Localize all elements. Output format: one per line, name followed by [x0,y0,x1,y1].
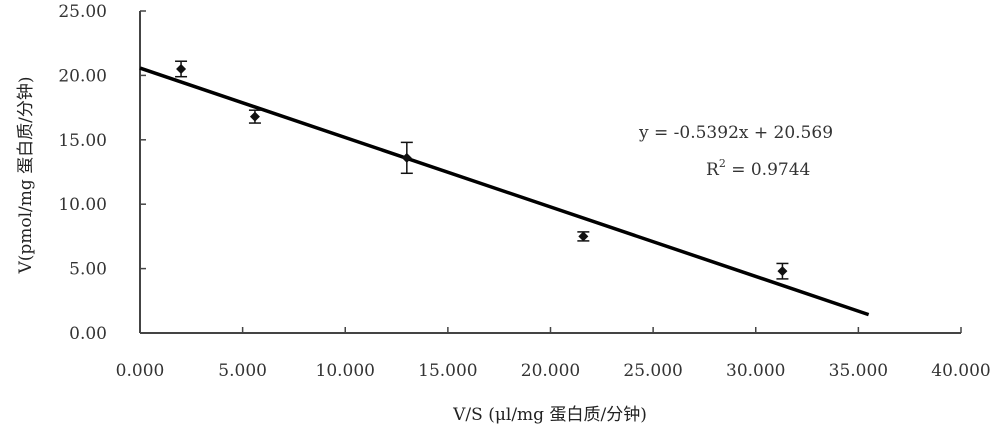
y-tick-label: 25.00 [58,2,107,22]
r-squared-sup: 2 [719,157,726,170]
trendline-equation: y = -0.5392x + 20.569 [638,123,833,143]
x-tick-label: 0.000 [116,361,165,381]
y-tick-label: 20.00 [58,66,107,86]
x-tick-label: 30.000 [726,361,785,381]
y-axis-label: V(pmol/mg 蛋白质/分钟) [16,76,36,274]
x-tick-label: 25.000 [623,361,682,381]
data-point [176,63,187,74]
plot-area: 0.000 5.000 10.000 15.000 20.000 25.000 30.000… [58,2,990,381]
trendline [139,66,870,317]
r-squared-r: R [706,160,720,180]
x-tick-label: 15.000 [418,361,477,381]
data-point [249,111,260,122]
x-tick-label: 5.000 [218,361,267,381]
y-tick-label: 10.00 [58,195,107,215]
x-tick-label: 10.000 [316,361,375,381]
y-tick-label: 5.00 [69,260,107,280]
data-point [777,266,788,277]
data-point [401,152,412,163]
y-tick-label: 15.00 [58,131,107,151]
y-tick-label: 0.00 [69,324,107,344]
x-axis-label: V/S (μl/mg 蛋白质/分钟) [452,405,647,425]
r-squared-label: R2 = 0.9744 [706,157,810,180]
r-squared-value: = 0.9744 [726,160,811,180]
x-tick-label: 40.000 [931,361,990,381]
data-point [578,231,589,242]
x-tick-label: 20.000 [521,361,580,381]
x-tick-label: 35.000 [829,361,888,381]
